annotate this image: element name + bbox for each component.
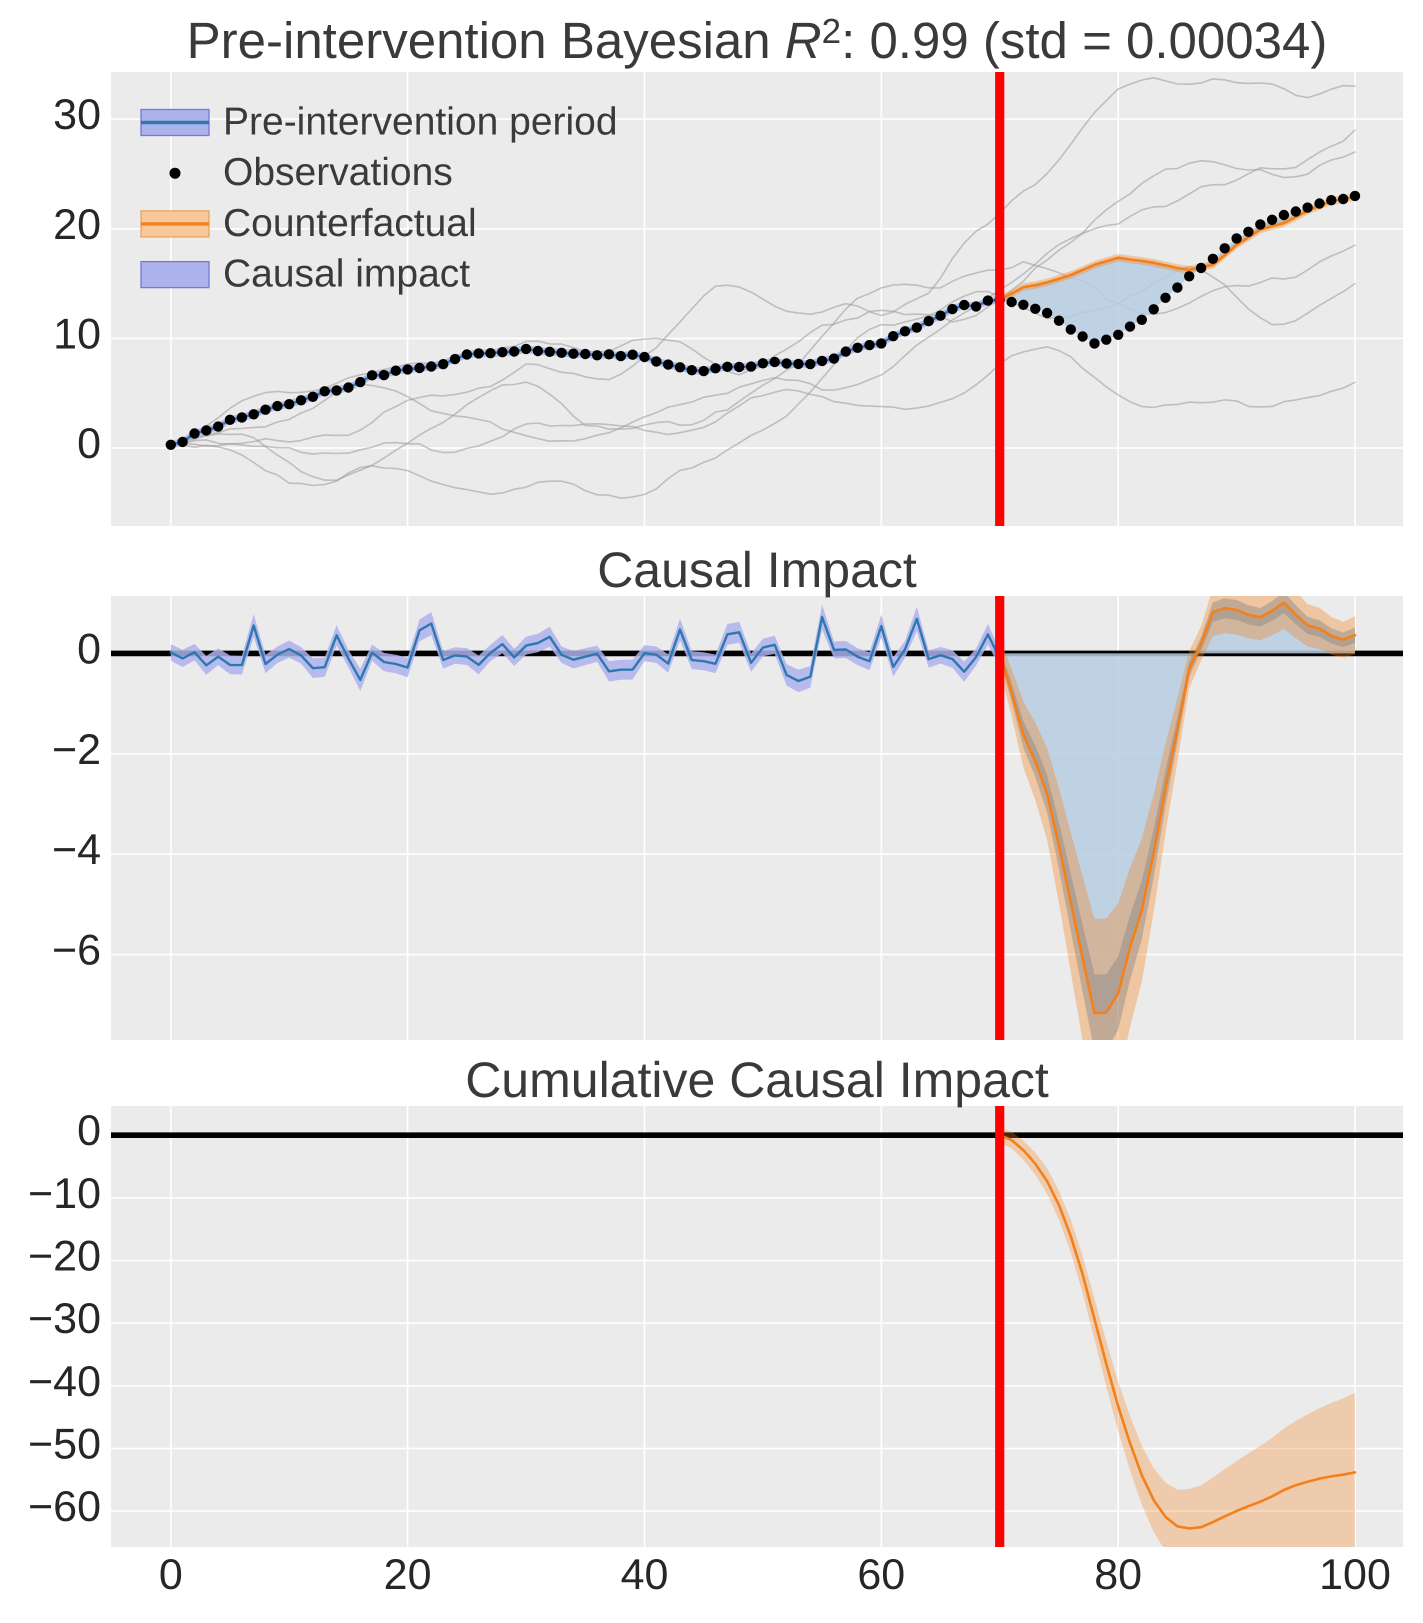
svg-text:0: 0 <box>77 625 101 673</box>
svg-text:60: 60 <box>857 1551 905 1599</box>
svg-text:Pre-intervention period: Pre-intervention period <box>223 101 618 144</box>
svg-text:Causal Impact: Causal Impact <box>597 542 917 598</box>
svg-text:Counterfactual: Counterfactual <box>223 202 477 245</box>
svg-text:0: 0 <box>159 1551 183 1599</box>
svg-text:0: 0 <box>77 1107 101 1155</box>
svg-text:40: 40 <box>621 1551 669 1599</box>
svg-text:100: 100 <box>1319 1551 1391 1599</box>
svg-text:−4: −4 <box>52 826 101 874</box>
svg-text:−20: −20 <box>28 1233 101 1281</box>
svg-text:Cumulative Causal Impact: Cumulative Causal Impact <box>465 1052 1049 1108</box>
svg-text:−40: −40 <box>28 1358 101 1406</box>
svg-text:20: 20 <box>53 201 101 249</box>
svg-text:−10: −10 <box>28 1170 101 1218</box>
svg-text:20: 20 <box>384 1551 432 1599</box>
svg-text:Causal impact: Causal impact <box>223 253 470 296</box>
svg-text:0: 0 <box>77 420 101 468</box>
svg-text:−2: −2 <box>52 726 101 774</box>
svg-text:Pre-intervention Bayesian R2:: Pre-intervention Bayesian R2: 0.99 (std … <box>187 12 1328 69</box>
svg-text:80: 80 <box>1094 1551 1142 1599</box>
svg-text:−50: −50 <box>28 1421 101 1469</box>
svg-text:10: 10 <box>53 310 101 358</box>
svg-text:−60: −60 <box>28 1483 101 1531</box>
svg-text:−30: −30 <box>28 1295 101 1343</box>
svg-text:30: 30 <box>53 91 101 139</box>
svg-text:−6: −6 <box>52 927 101 975</box>
svg-text:Observations: Observations <box>223 151 453 194</box>
